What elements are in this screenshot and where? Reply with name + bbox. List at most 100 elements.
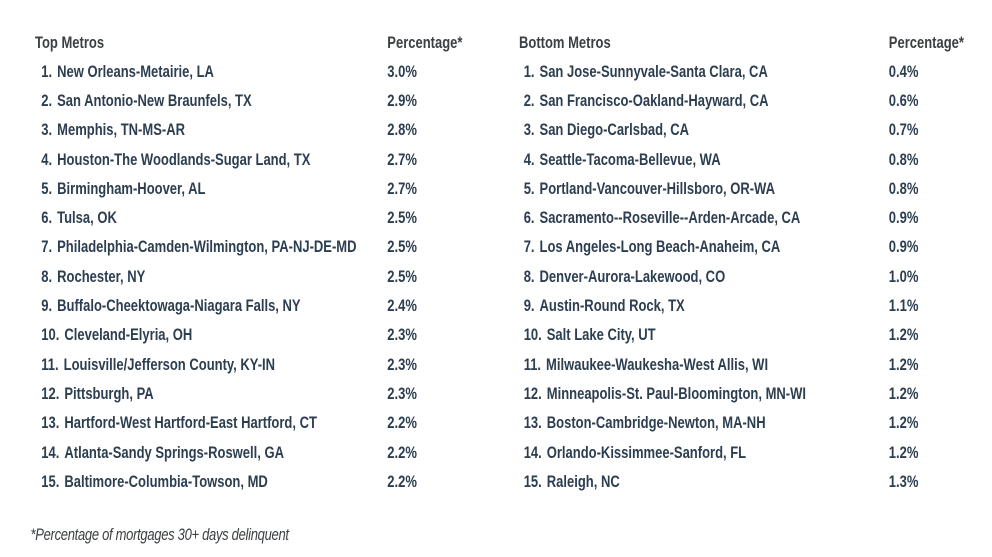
metro-rank: 9. (523, 295, 535, 315)
metro-label: 12. Pittsburgh, PA (41, 385, 153, 401)
metro-label: 12. Minneapolis-St. Paul-Bloomington, MN-… (524, 385, 806, 401)
metro-name: San Francisco-Oakland-Hayward, CA (539, 90, 769, 110)
metro-percentage: 3.0% (387, 61, 417, 81)
metro-rank: 7. (523, 237, 535, 256)
metro-name: New Orleans-Metairie, LA (57, 61, 214, 81)
metro-name: Orlando-Kissimmee-Sanford, FL (546, 442, 747, 461)
metro-name: Los Angeles-Long Beach-Anaheim, CA (539, 237, 781, 256)
metro-rank: 14. (523, 442, 542, 461)
metro-name: Cleveland-Elyria, OH (64, 325, 193, 344)
metro-name: Milwaukee-Waukesha-West Allis, WI (546, 354, 769, 374)
metro-name: Baltimore-Columbia-Towson, MD (64, 471, 268, 491)
metro-rank: 6. (523, 207, 535, 227)
metro-percentage: 2.3% (387, 325, 417, 344)
metro-percentage: 2.5% (387, 266, 417, 286)
metro-label: 7. Los Angeles-Long Beach-Anaheim, CA (524, 238, 781, 254)
metro-percentage: 1.1% (888, 295, 919, 315)
metro-label: 13. Hartford-West Hartford-East Hartford,… (41, 414, 317, 430)
metro-label: 10. Cleveland-Elyria, OH (41, 326, 192, 342)
metro-percentage: 0.4% (888, 61, 919, 81)
metro-name: Atlanta-Sandy Springs-Roswell, GA (64, 442, 284, 461)
metro-rank: 1. (523, 61, 535, 81)
metro-label: 15. Baltimore-Columbia-Towson, MD (41, 473, 268, 489)
metro-rank: 3. (41, 119, 53, 139)
metro-label: 6. Tulsa, OK (41, 209, 117, 225)
metro-percentage: 2.9% (387, 90, 417, 110)
metro-rank: 8. (41, 266, 53, 286)
metro-name: Houston-The Woodlands-Sugar Land, TX (57, 149, 311, 168)
metro-label: 5. Portland-Vancouver-Hillsboro, OR-WA (524, 180, 775, 196)
metro-percentage: 0.6% (888, 90, 919, 110)
metro-name: Rochester, NY (57, 266, 146, 286)
metro-percentage: 0.7% (888, 119, 919, 139)
metro-percentage: 1.2% (888, 325, 919, 344)
metro-percentage: 1.2% (888, 442, 919, 461)
metro-rank: 10. (41, 325, 60, 344)
metro-label: 1. San Jose-Sunnyvale-Santa Clara, CA (524, 63, 768, 79)
metro-name: Portland-Vancouver-Hillsboro, OR-WA (539, 178, 775, 198)
metro-rank: 12. (41, 383, 60, 403)
metro-label: 11. Louisville/Jefferson County, KY-IN (41, 356, 275, 372)
metro-percentage: 1.2% (888, 412, 919, 432)
bottom-percentage-column-header: Percentage* (888, 33, 964, 52)
metro-name: San Jose-Sunnyvale-Santa Clara, CA (539, 61, 768, 81)
metro-percentage: 2.2% (387, 471, 417, 491)
metro-rank: 11. (523, 354, 542, 374)
metro-label: 9. Austin-Round Rock, TX (524, 297, 685, 313)
metro-rank: 7. (41, 237, 53, 256)
metro-percentage: 2.5% (387, 237, 417, 256)
metro-name: Philadelphia-Camden-Wilmington, PA-NJ-DE… (57, 237, 357, 256)
metro-rank: 4. (41, 149, 53, 168)
metro-label: 7. Philadelphia-Camden-Wilmington, PA-NJ-… (41, 238, 356, 254)
metro-label: 3. Memphis, TN-MS-AR (41, 121, 185, 137)
metro-percentage: 2.7% (387, 178, 417, 198)
metro-label: 11. Milwaukee-Waukesha-West Allis, WI (524, 356, 768, 372)
metro-label: 10. Salt Lake City, UT (524, 326, 656, 342)
metro-label: 1. New Orleans-Metairie, LA (41, 63, 214, 79)
top-percentage-column-header: Percentage* (387, 33, 463, 52)
metro-name: Birmingham-Hoover, AL (57, 178, 206, 198)
metro-name: Memphis, TN-MS-AR (57, 119, 185, 139)
metro-rank: 5. (523, 178, 535, 198)
metro-percentage: 2.2% (387, 442, 417, 461)
metro-rank: 1. (41, 61, 53, 81)
metro-percentage: 2.2% (387, 412, 417, 432)
metro-name: San Antonio-New Braunfels, TX (57, 90, 252, 110)
metro-name: Boston-Cambridge-Newton, MA-NH (546, 412, 766, 432)
metro-percentage: 2.5% (387, 207, 417, 227)
metro-rank: 2. (41, 90, 53, 110)
metro-name: Minneapolis-St. Paul-Bloomington, MN-WI (546, 383, 807, 403)
metro-name: Sacramento--Roseville--Arden-Arcade, CA (539, 207, 801, 227)
metro-rank: 15. (523, 471, 542, 491)
bottom-metros-column-header: Bottom Metros (519, 33, 611, 52)
metro-name: Seattle-Tacoma-Bellevue, WA (539, 149, 721, 168)
metro-percentage: 0.8% (888, 178, 919, 198)
metro-rank: 9. (41, 295, 53, 315)
metro-label: 14. Orlando-Kissimmee-Sanford, FL (524, 444, 746, 460)
metro-rank: 3. (523, 119, 535, 139)
metro-label: 15. Raleigh, NC (524, 473, 620, 489)
metro-percentage: 2.8% (387, 119, 417, 139)
metro-label: 8. Rochester, NY (41, 268, 145, 284)
metro-percentage: 2.7% (387, 149, 417, 168)
metro-rank: 15. (41, 471, 60, 491)
metro-label: 4. Houston-The Woodlands-Sugar Land, TX (41, 151, 310, 167)
metro-name: San Diego-Carlsbad, CA (539, 119, 690, 139)
metro-label: 6. Sacramento--Roseville--Arden-Arcade, C… (524, 209, 801, 225)
metro-rank: 8. (523, 266, 535, 286)
metro-name: Salt Lake City, UT (546, 325, 656, 344)
metro-name: Raleigh, NC (546, 471, 620, 491)
metro-name: Hartford-West Hartford-East Hartford, CT (64, 412, 317, 432)
metro-percentage: 0.8% (888, 149, 919, 168)
metro-percentage: 1.2% (888, 354, 919, 374)
metro-name: Austin-Round Rock, TX (539, 295, 685, 315)
metro-rank: 4. (523, 149, 535, 168)
metro-label: 14. Atlanta-Sandy Springs-Roswell, GA (41, 444, 284, 460)
metro-label: 9. Buffalo-Cheektowaga-Niagara Falls, NY (41, 297, 300, 313)
metro-percentage: 0.9% (888, 237, 919, 256)
footnote: *Percentage of mortgages 30+ days delinq… (30, 525, 289, 544)
metro-percentage: 1.2% (888, 383, 919, 403)
metro-name: Pittsburgh, PA (64, 383, 154, 403)
metro-label: 4. Seattle-Tacoma-Bellevue, WA (524, 151, 721, 167)
metro-percentage: 2.3% (387, 383, 417, 403)
